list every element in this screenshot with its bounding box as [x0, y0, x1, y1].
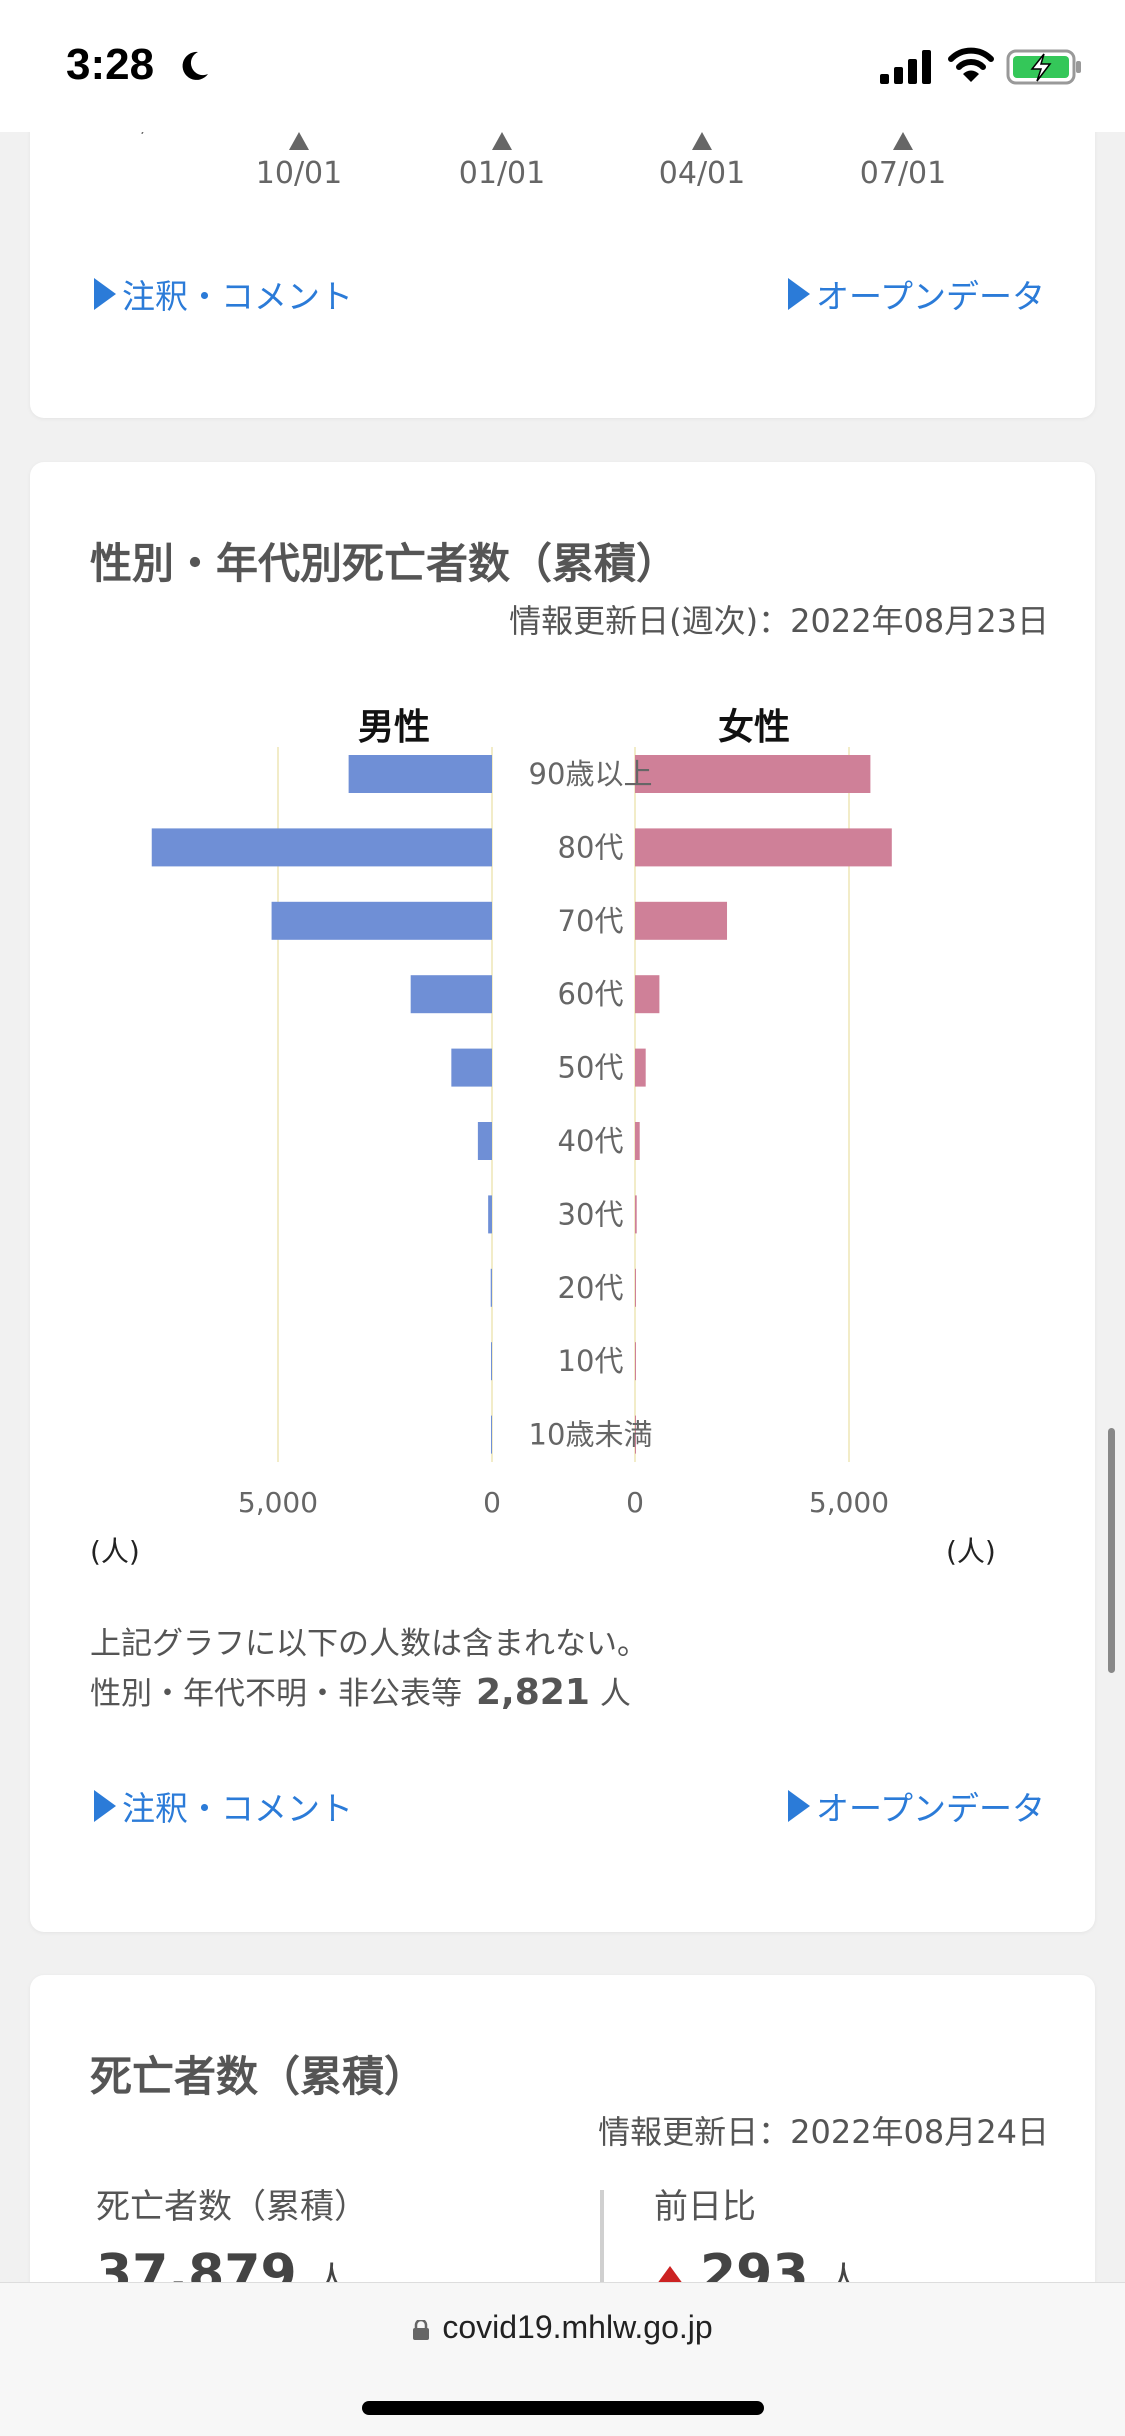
- stat-label: 前日比: [654, 2187, 756, 2227]
- battery-charging-icon: [1006, 49, 1081, 85]
- link-label: オープンデータ: [815, 277, 1045, 316]
- male-bar: [491, 1415, 492, 1454]
- pyramid-plot: 90歳以上 80代 70代 60代 50代 40代 30代 20代 10代 10歳未満: [151, 747, 892, 1462]
- axis-tick-male-0: 0: [483, 1486, 501, 1519]
- status-bar: 3:28: [0, 0, 1125, 132]
- male-bar: [488, 1195, 492, 1234]
- age-group-label: 50代: [558, 1051, 624, 1085]
- gender-age-deaths-card: 性別・年代別死亡者数（累積） 情報更新日(週次)：2022年08月23日 男性 …: [30, 462, 1095, 1932]
- browser-address-bar[interactable]: covid19.mhlw.go.jp: [0, 2282, 1125, 2436]
- note-unknown: 性別・年代不明・非公表等 2,821 人: [90, 1668, 631, 1713]
- status-time: 3:28: [66, 40, 155, 89]
- notes-comments-link[interactable]: 注釈・コメント: [94, 270, 353, 318]
- male-bar: [410, 975, 492, 1014]
- female-bar: [635, 1342, 636, 1381]
- female-bar: [635, 755, 871, 793]
- age-group-label: 80代: [558, 830, 624, 864]
- timeline-tick: 01/01: [442, 132, 562, 191]
- timeline-tick: 07/01: [843, 132, 963, 191]
- female-bar: [635, 1048, 646, 1087]
- age-group-label: 30代: [558, 1197, 624, 1231]
- axis-tick-female-0: 0: [626, 1486, 644, 1519]
- female-bar: [635, 1195, 637, 1234]
- updated-date: 情報更新日：2022年08月24日: [598, 2113, 1049, 2151]
- male-bar: [348, 755, 492, 793]
- male-bar: [151, 828, 492, 867]
- female-bar: [635, 1268, 636, 1307]
- note-unit: 人: [599, 1676, 631, 1712]
- female-bar: [635, 828, 892, 867]
- male-bar: [491, 1342, 492, 1381]
- card-title: 死亡者数（累積）: [90, 2052, 427, 2101]
- female-bar: [635, 1415, 636, 1454]
- notes-comments-link[interactable]: 注釈・コメント: [94, 1782, 353, 1830]
- age-group-label: 10歳未満: [529, 1418, 653, 1452]
- population-pyramid-chart: 男性 女性 90歳以上 80代 70代 60代 50代 40代 30代 20代 10代 10歳未満…: [30, 462, 1095, 1568]
- updated-date: 情報更新日(週次)：2022年08月23日: [509, 602, 1049, 640]
- male-bar: [477, 1122, 492, 1160]
- male-label: 男性: [358, 707, 431, 748]
- unit-label-right: (人): [946, 1535, 996, 1568]
- male-bar: [490, 1268, 492, 1307]
- open-data-link[interactable]: オープンデータ: [787, 1782, 1045, 1830]
- female-label: 女性: [718, 707, 791, 748]
- wifi-icon: [948, 47, 994, 82]
- play-arrow-icon: [94, 1790, 116, 1822]
- axis-tick-male-5000: 5,000: [237, 1486, 319, 1519]
- female-bar: [635, 901, 728, 940]
- female-bar: [635, 975, 660, 1014]
- home-indicator: [362, 2401, 764, 2415]
- male-bar: [451, 1048, 492, 1087]
- play-arrow-icon: [787, 278, 810, 310]
- note-excluded: 上記グラフに以下の人数は含まれない。: [90, 1626, 648, 1662]
- axis-tick-female-5000: 5,000: [808, 1486, 890, 1519]
- female-bar: [635, 1122, 640, 1160]
- scroll-indicator[interactable]: [1108, 1428, 1115, 1673]
- age-group-label: 90歳以上: [529, 757, 653, 791]
- age-group-label: 40代: [558, 1124, 624, 1158]
- link-label: 注釈・コメント: [122, 1789, 353, 1828]
- timeline-tick: 10/01: [239, 132, 359, 191]
- play-arrow-icon: [94, 278, 116, 310]
- age-group-label: 10代: [558, 1344, 624, 1378]
- url-text: covid19.mhlw.go.jp: [442, 2309, 713, 2345]
- age-group-label: 20代: [558, 1271, 624, 1305]
- play-arrow-icon: [787, 1790, 810, 1822]
- open-data-link[interactable]: オープンデータ: [787, 270, 1045, 318]
- cellular-signal-icon: [880, 50, 931, 84]
- note-label: 性別・年代不明・非公表等: [90, 1676, 462, 1712]
- stat-divider: [600, 2190, 604, 2330]
- url-display[interactable]: covid19.mhlw.go.jp: [0, 2309, 1125, 2346]
- age-group-label: 70代: [558, 904, 624, 938]
- stat-label: 死亡者数（累積）: [96, 2187, 368, 2227]
- male-bar: [271, 901, 492, 940]
- link-label: 注釈・コメント: [122, 277, 353, 316]
- moon-icon: [182, 51, 208, 80]
- note-value: 2,821: [476, 1672, 590, 1713]
- age-group-label: 60代: [558, 977, 624, 1011]
- unit-label-left: (人): [90, 1535, 140, 1568]
- link-label: オープンデータ: [815, 1789, 1045, 1828]
- lock-icon: [413, 2319, 430, 2340]
- timeline-tick: 04/01: [642, 132, 762, 191]
- card-title: 性別・年代別死亡者数（累積）: [90, 539, 679, 588]
